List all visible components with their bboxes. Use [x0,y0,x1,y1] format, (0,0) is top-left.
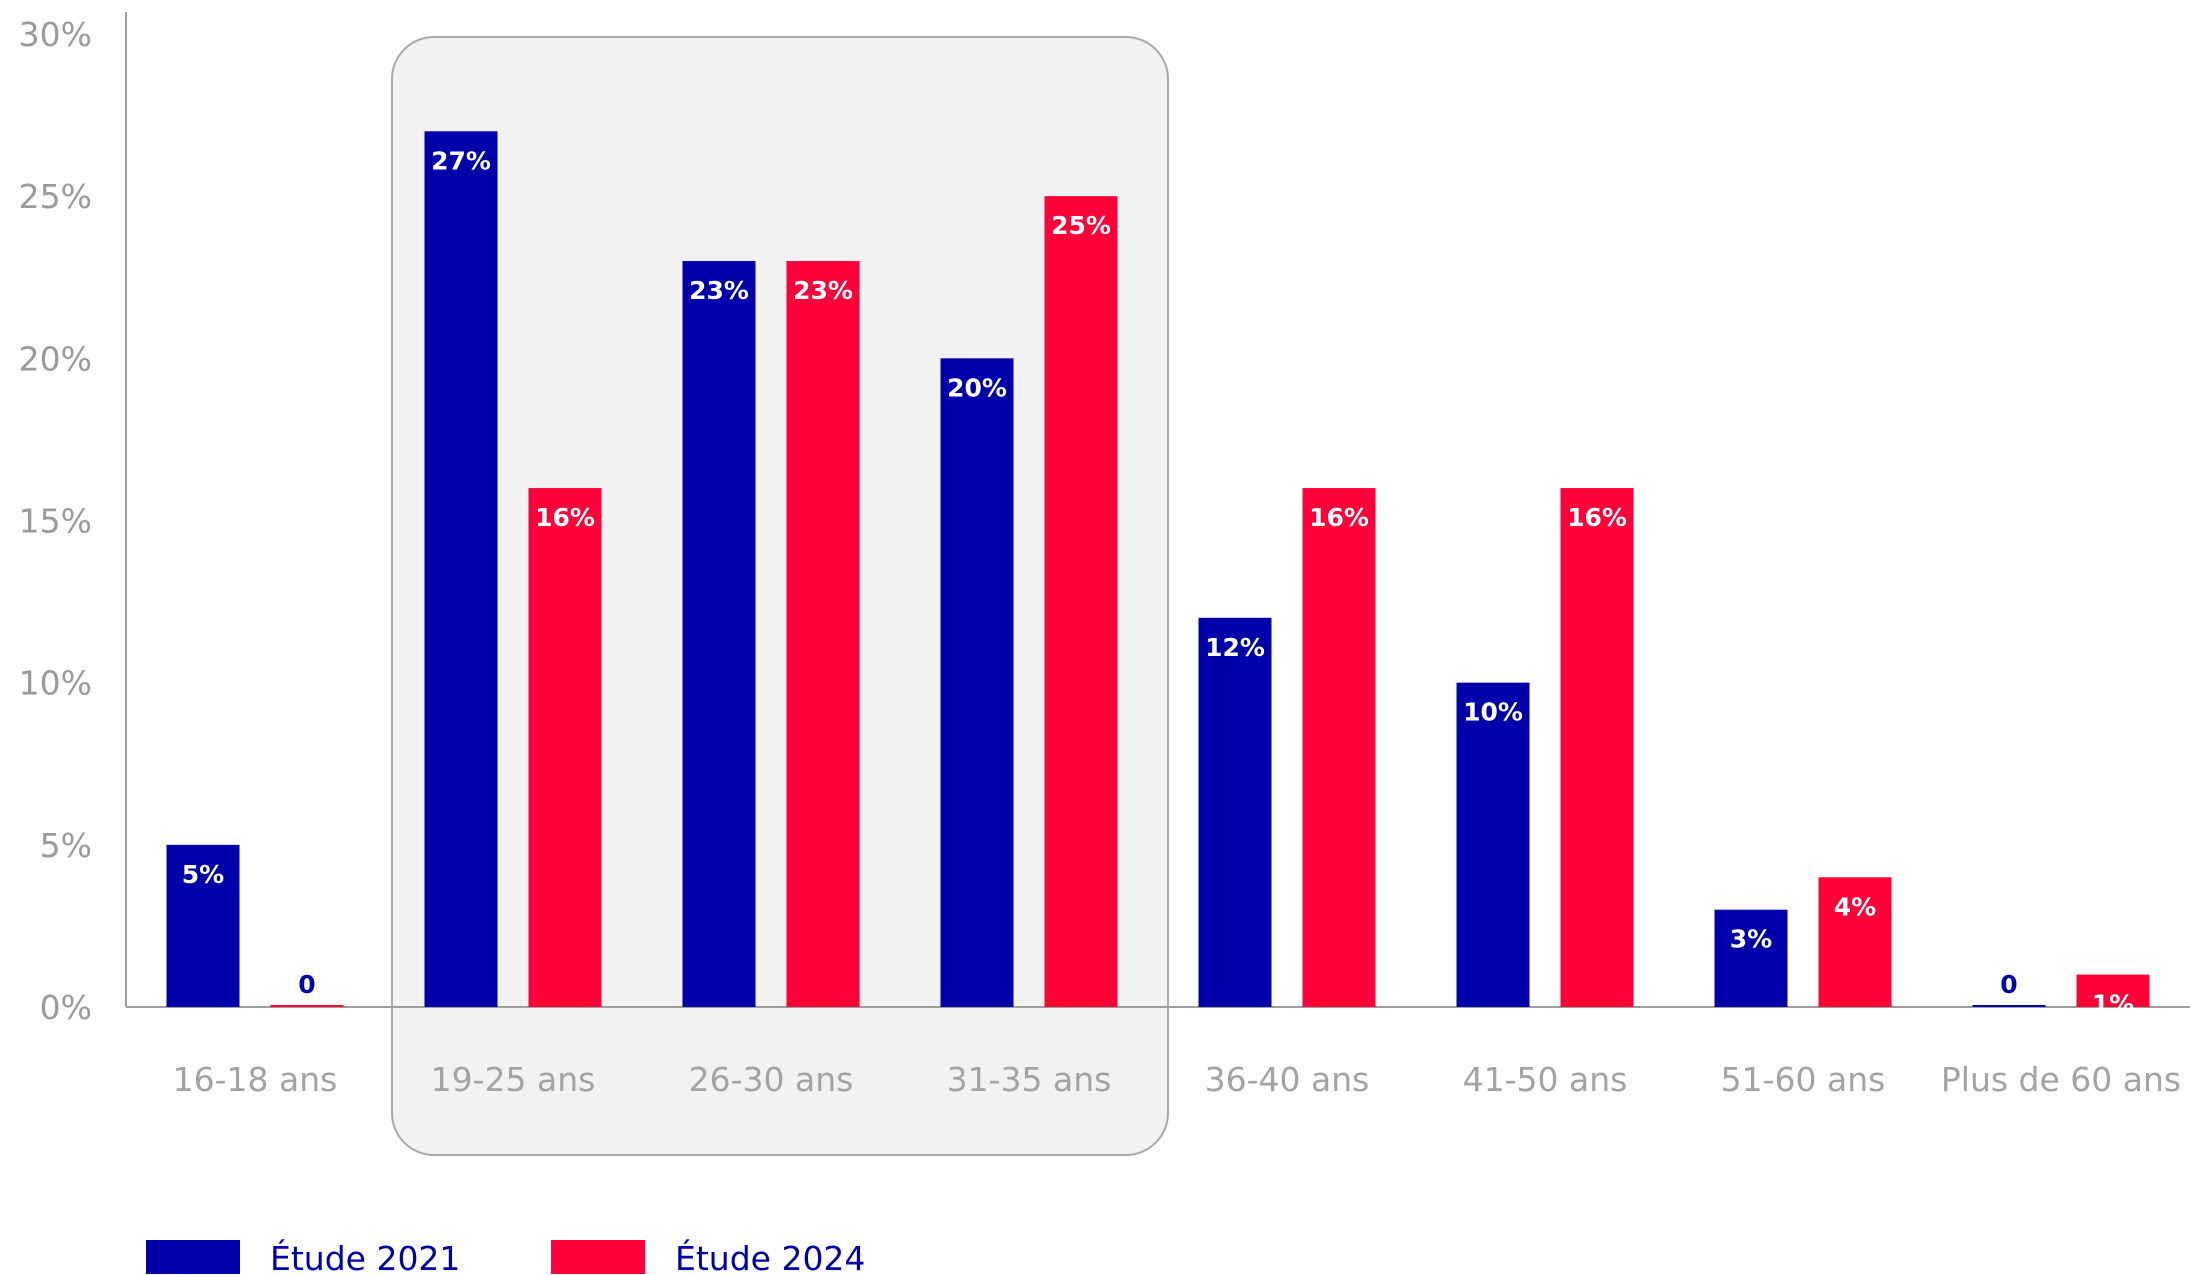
bar [1198,617,1272,1007]
x-category-label: 31-35 ans [947,1060,1112,1099]
bar [1044,196,1118,1007]
bar-value-label: 5% [182,860,224,889]
bar-value-label: 0 [2000,970,2017,999]
bar [528,488,602,1008]
bar [1456,682,1530,1007]
x-category-label: 36-40 ans [1205,1060,1370,1099]
legend-label: Étude 2021 [270,1238,460,1275]
x-category-label: 16-18 ans [173,1060,338,1099]
y-tick-label: 0% [40,988,92,1027]
y-tick-label: 20% [19,339,92,378]
legend-swatch [146,1240,240,1274]
bar-value-label: 25% [1051,211,1111,240]
bar-value-label: 16% [535,503,595,532]
bar-value-label: 27% [431,146,491,175]
bar [424,131,498,1008]
bar [1972,1005,2046,1007]
legend-label: Étude 2024 [675,1238,865,1275]
x-category-label: 51-60 ans [1721,1060,1886,1099]
bar-value-label: 10% [1463,698,1523,727]
legend-swatch [551,1240,645,1274]
bar [1818,877,1892,1007]
bar-value-label: 3% [1730,925,1772,954]
x-category-label: Plus de 60 ans [1941,1060,2181,1099]
y-tick-label: 5% [40,826,92,865]
bar-value-label: 0 [298,970,315,999]
x-category-label: 26-30 ans [689,1060,854,1099]
bar-value-label: 12% [1205,633,1265,662]
bar [2076,974,2150,1007]
bar-value-label: 23% [689,276,749,305]
bar [1302,488,1376,1008]
bar-value-label: 4% [1834,892,1876,921]
bar [1714,909,1788,1007]
bar [682,261,756,1007]
x-category-label: 19-25 ans [431,1060,596,1099]
y-tick-label: 25% [19,177,92,216]
bar [166,844,240,1007]
bar [1560,488,1634,1008]
y-tick-label: 10% [19,664,92,703]
bar-value-label: 16% [1309,503,1369,532]
bar [270,1005,344,1007]
bar [786,261,860,1007]
bar-value-label: 16% [1567,503,1627,532]
bar-value-label: 1% [2092,990,2134,1019]
x-category-label: 41-50 ans [1463,1060,1628,1099]
bar-value-label: 20% [947,373,1007,402]
y-tick-label: 30% [19,15,92,54]
y-tick-label: 15% [19,502,92,541]
bar-value-label: 23% [793,276,853,305]
bar [940,358,1014,1007]
